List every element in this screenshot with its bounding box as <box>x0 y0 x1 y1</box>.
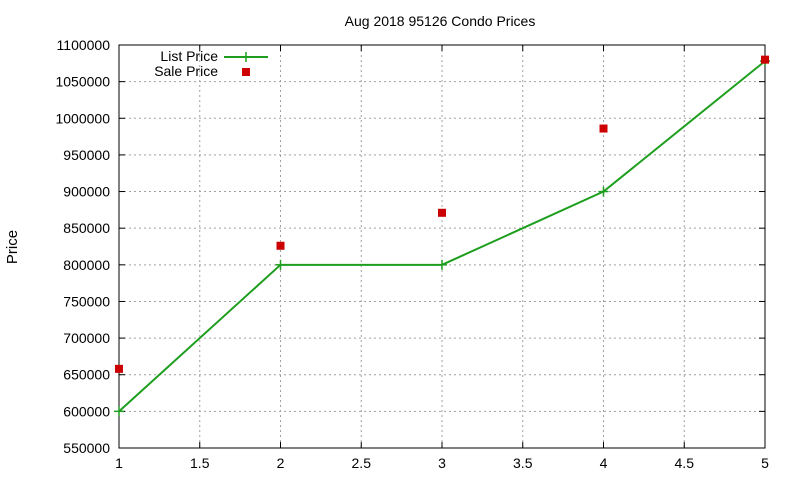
y-tick-label: 950000 <box>63 147 110 163</box>
x-tick-label: 2 <box>277 455 285 471</box>
y-tick-label: 750000 <box>63 293 110 309</box>
x-tick-label: 5 <box>761 455 769 471</box>
y-tick-label: 800000 <box>63 257 110 273</box>
list-price-point <box>598 186 609 197</box>
grid <box>119 45 765 448</box>
axis-ticks <box>118 44 766 449</box>
y-tick-label: 850000 <box>63 220 110 236</box>
y-tick-label: 1000000 <box>55 110 110 126</box>
y-tick-label: 900000 <box>63 184 110 200</box>
x-tick-label: 4 <box>600 455 608 471</box>
sale-price-point <box>438 208 446 217</box>
y-tick-label: 700000 <box>63 330 110 346</box>
legend: List Price Sale Price <box>154 48 268 79</box>
legend-label-list-price: List Price <box>160 48 218 64</box>
y-tick-label: 1050000 <box>55 74 110 90</box>
sale-price-point <box>599 124 608 133</box>
y-axis-label: Price <box>4 230 21 264</box>
sale-price-point <box>115 364 123 373</box>
x-tick-label: 1 <box>115 455 123 471</box>
legend-marker-sale-price <box>242 68 250 76</box>
list-price-point <box>437 259 447 270</box>
series-layer <box>114 55 770 417</box>
y-axis-tick-labels: 550000 600000 650000 700000 750000 800000 8500… <box>55 37 110 456</box>
sale-price-point <box>761 55 769 64</box>
list-price-point <box>275 259 286 270</box>
x-axis-tick-labels: 1 1.5 2 2.5 3 3.5 4 4.5 5 <box>115 455 769 471</box>
x-tick-label: 4.5 <box>675 455 695 471</box>
x-tick-label: 1.5 <box>190 455 210 471</box>
y-tick-label: 1100000 <box>57 37 111 53</box>
legend-marker-list-price <box>241 52 251 62</box>
y-tick-label: 650000 <box>63 367 110 383</box>
sale-price-point <box>276 241 285 250</box>
list-price-point <box>114 406 124 417</box>
x-tick-label: 3 <box>438 455 446 471</box>
x-tick-label: 3.5 <box>513 455 533 471</box>
y-tick-label: 600000 <box>63 403 110 419</box>
chart-title: Aug 2018 95126 Condo Prices <box>345 13 536 29</box>
x-tick-label: 2.5 <box>352 455 372 471</box>
legend-label-sale-price: Sale Price <box>154 63 218 79</box>
y-tick-label: 550000 <box>63 440 110 456</box>
